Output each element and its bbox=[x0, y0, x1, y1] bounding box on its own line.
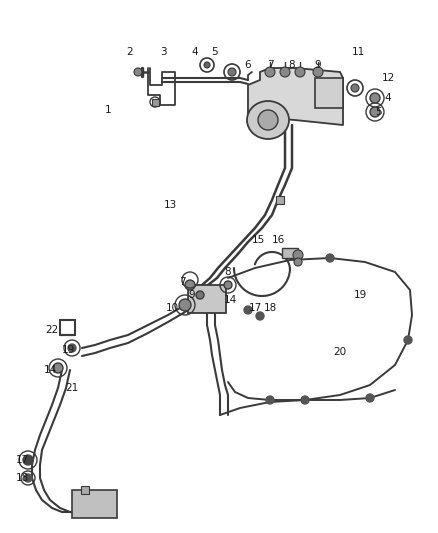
Circle shape bbox=[301, 396, 309, 404]
Text: 20: 20 bbox=[333, 347, 346, 357]
Circle shape bbox=[313, 67, 323, 77]
Bar bbox=[188, 285, 226, 313]
Circle shape bbox=[265, 67, 275, 77]
Circle shape bbox=[370, 107, 380, 117]
Text: 17: 17 bbox=[248, 303, 261, 313]
Circle shape bbox=[258, 110, 278, 130]
Circle shape bbox=[370, 93, 380, 103]
Circle shape bbox=[228, 68, 236, 76]
Circle shape bbox=[293, 250, 303, 260]
Circle shape bbox=[326, 254, 334, 262]
Text: 16: 16 bbox=[272, 235, 285, 245]
Text: 3: 3 bbox=[160, 47, 166, 57]
Bar bbox=[72, 490, 117, 518]
Circle shape bbox=[196, 291, 204, 299]
Text: 15: 15 bbox=[251, 235, 265, 245]
Text: 14: 14 bbox=[223, 295, 237, 305]
Text: 22: 22 bbox=[46, 325, 59, 335]
Circle shape bbox=[256, 312, 264, 320]
Circle shape bbox=[53, 363, 63, 373]
Text: 2: 2 bbox=[127, 47, 133, 57]
Circle shape bbox=[351, 84, 359, 92]
Text: 4: 4 bbox=[385, 93, 391, 103]
Circle shape bbox=[224, 281, 232, 289]
Text: 9: 9 bbox=[189, 290, 195, 300]
Circle shape bbox=[134, 68, 142, 76]
Text: 10: 10 bbox=[166, 303, 179, 313]
Circle shape bbox=[280, 67, 290, 77]
Polygon shape bbox=[248, 68, 343, 125]
Text: 5: 5 bbox=[374, 107, 381, 117]
Text: 5: 5 bbox=[212, 47, 218, 57]
Text: 7: 7 bbox=[179, 277, 185, 287]
Text: 8: 8 bbox=[225, 267, 231, 277]
Circle shape bbox=[366, 394, 374, 402]
Text: 17: 17 bbox=[15, 455, 28, 465]
Circle shape bbox=[404, 336, 412, 344]
Ellipse shape bbox=[247, 101, 289, 139]
Text: 12: 12 bbox=[381, 73, 395, 83]
Circle shape bbox=[23, 455, 33, 465]
Text: 9: 9 bbox=[314, 60, 321, 70]
Circle shape bbox=[244, 306, 252, 314]
Text: 14: 14 bbox=[43, 365, 57, 375]
Circle shape bbox=[68, 344, 76, 352]
Text: 4: 4 bbox=[192, 47, 198, 57]
Text: 6: 6 bbox=[245, 60, 251, 70]
Text: 13: 13 bbox=[163, 200, 177, 210]
Text: 8: 8 bbox=[289, 60, 295, 70]
Bar bbox=[315, 78, 343, 108]
Text: 18: 18 bbox=[15, 473, 28, 483]
Text: 18: 18 bbox=[263, 303, 277, 313]
Circle shape bbox=[24, 474, 32, 482]
Circle shape bbox=[185, 280, 195, 290]
Circle shape bbox=[204, 62, 210, 68]
Circle shape bbox=[295, 67, 305, 77]
Circle shape bbox=[294, 258, 302, 266]
Bar bbox=[282, 248, 298, 258]
Bar bbox=[81, 486, 89, 494]
Text: 21: 21 bbox=[65, 383, 79, 393]
Bar bbox=[276, 196, 284, 204]
Bar bbox=[152, 99, 159, 106]
Text: 19: 19 bbox=[61, 345, 74, 355]
Text: 19: 19 bbox=[353, 290, 367, 300]
Text: 1: 1 bbox=[105, 105, 111, 115]
Text: 7: 7 bbox=[267, 60, 273, 70]
Text: 11: 11 bbox=[351, 47, 364, 57]
Circle shape bbox=[266, 396, 274, 404]
Circle shape bbox=[179, 299, 191, 311]
